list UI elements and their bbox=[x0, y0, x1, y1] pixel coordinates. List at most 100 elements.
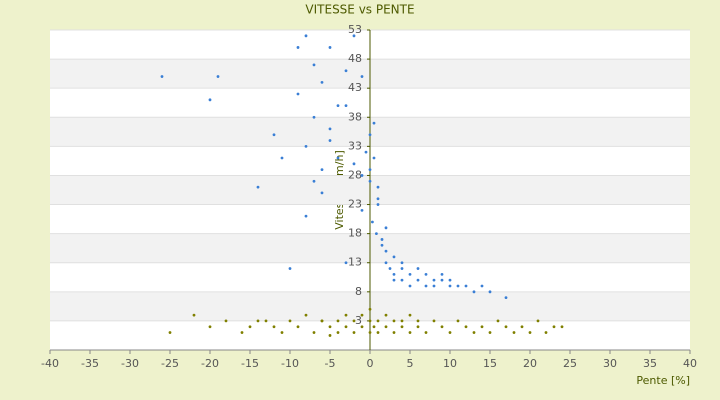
x-tick-label: -40 bbox=[41, 357, 59, 370]
point bbox=[328, 127, 332, 131]
point bbox=[504, 325, 508, 329]
point bbox=[360, 208, 364, 212]
point bbox=[432, 284, 436, 288]
point bbox=[256, 319, 260, 323]
point bbox=[440, 278, 444, 282]
point bbox=[380, 238, 384, 241]
point bbox=[464, 284, 468, 288]
point bbox=[388, 267, 392, 270]
point bbox=[464, 325, 468, 329]
x-tick-label: 25 bbox=[563, 357, 577, 370]
point bbox=[416, 267, 420, 270]
point bbox=[344, 325, 348, 329]
point bbox=[304, 34, 308, 38]
point bbox=[384, 313, 388, 317]
point bbox=[424, 272, 428, 276]
point bbox=[544, 331, 548, 334]
point bbox=[360, 174, 364, 177]
x-tick-label: -20 bbox=[201, 357, 219, 370]
point bbox=[312, 63, 316, 67]
point bbox=[368, 168, 372, 172]
y-tick-label: 33 bbox=[348, 139, 362, 152]
point bbox=[368, 133, 372, 137]
point bbox=[280, 156, 284, 160]
x-tick-label: 30 bbox=[603, 357, 617, 370]
point bbox=[304, 313, 308, 317]
point bbox=[384, 226, 388, 230]
point bbox=[320, 168, 324, 172]
y-tick-label: 18 bbox=[348, 227, 362, 240]
point bbox=[384, 261, 388, 265]
x-tick-label: -30 bbox=[121, 357, 139, 370]
point bbox=[368, 179, 372, 183]
point bbox=[552, 325, 556, 329]
point bbox=[240, 331, 244, 334]
point bbox=[320, 191, 324, 195]
point bbox=[352, 34, 356, 38]
point bbox=[328, 139, 332, 142]
point bbox=[368, 331, 372, 334]
point bbox=[440, 325, 444, 329]
point bbox=[368, 307, 372, 311]
point bbox=[432, 319, 436, 323]
point bbox=[328, 325, 332, 329]
chart-title: VITESSE vs PENTE bbox=[305, 3, 414, 17]
point bbox=[288, 319, 292, 323]
point bbox=[336, 331, 340, 334]
point bbox=[360, 75, 364, 78]
point bbox=[408, 272, 412, 276]
point bbox=[375, 232, 378, 236]
point bbox=[456, 284, 460, 288]
point bbox=[408, 284, 412, 288]
point bbox=[440, 272, 444, 276]
point bbox=[416, 325, 420, 329]
point bbox=[496, 319, 500, 323]
point bbox=[336, 156, 340, 160]
point bbox=[488, 290, 492, 294]
point bbox=[371, 220, 374, 224]
point bbox=[372, 121, 376, 125]
y-tick-label: 23 bbox=[348, 198, 362, 211]
point bbox=[380, 243, 384, 247]
x-tick-label: 15 bbox=[483, 357, 497, 370]
point bbox=[416, 278, 420, 282]
point bbox=[400, 261, 404, 265]
point bbox=[312, 179, 316, 183]
point bbox=[400, 319, 404, 323]
point bbox=[312, 331, 316, 334]
point bbox=[424, 284, 428, 288]
point bbox=[376, 331, 380, 334]
point bbox=[216, 75, 220, 78]
point bbox=[336, 319, 340, 323]
point bbox=[352, 331, 356, 334]
point bbox=[472, 331, 476, 334]
y-tick-label: 38 bbox=[348, 110, 362, 123]
y-tick-label: 13 bbox=[348, 256, 362, 269]
x-tick-label: -35 bbox=[81, 357, 99, 370]
point bbox=[256, 185, 260, 189]
y-tick-label: 53 bbox=[348, 23, 362, 36]
x-tick-label: 35 bbox=[643, 357, 657, 370]
point bbox=[192, 313, 196, 317]
point bbox=[504, 296, 508, 300]
point bbox=[272, 325, 276, 329]
point bbox=[376, 203, 380, 206]
point bbox=[528, 331, 532, 334]
point bbox=[432, 278, 436, 282]
x-tick-label: -5 bbox=[325, 357, 336, 370]
point bbox=[392, 272, 396, 276]
x-tick-label: 40 bbox=[683, 357, 697, 370]
x-axis-label: Pente [%] bbox=[636, 374, 690, 387]
point bbox=[480, 325, 484, 329]
point bbox=[376, 197, 380, 201]
point bbox=[448, 278, 452, 282]
point bbox=[424, 331, 428, 334]
point bbox=[392, 331, 396, 334]
point bbox=[160, 75, 164, 78]
y-tick-label: 48 bbox=[348, 52, 362, 65]
point bbox=[372, 325, 376, 329]
point bbox=[376, 185, 380, 189]
x-tick-label: 5 bbox=[407, 357, 414, 370]
point bbox=[488, 331, 492, 334]
